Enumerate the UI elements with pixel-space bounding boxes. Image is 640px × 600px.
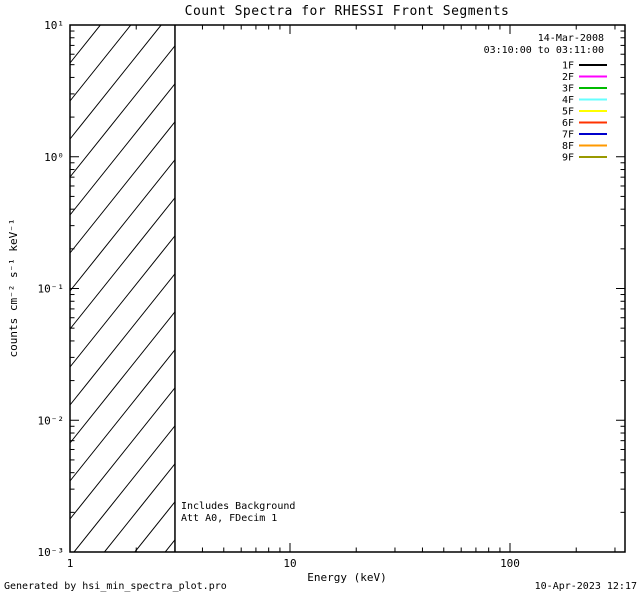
- x-tick-label: 100: [500, 557, 520, 570]
- legend-time-range: 03:10:00 to 03:11:00: [484, 45, 604, 56]
- hatch-line: [70, 121, 175, 254]
- hatch-line: [70, 25, 162, 140]
- legend-entry-label: 8F: [562, 141, 574, 152]
- y-tick-label: 10¹: [44, 19, 64, 32]
- y-tick-label: 10⁻³: [38, 546, 65, 559]
- legend-entry-label: 9F: [562, 153, 574, 164]
- y-tick-label: 10⁰: [44, 151, 64, 164]
- x-axis-label: Energy (keV): [307, 571, 386, 584]
- legend-entry-label: 2F: [562, 72, 574, 83]
- hatch-line: [70, 25, 71, 26]
- hatch-line: [70, 311, 175, 444]
- hatch-line: [70, 197, 175, 330]
- y-axis-label: counts cm⁻² s⁻¹ keV⁻¹: [7, 218, 20, 357]
- plot-title: Count Spectra for RHESSI Front Segments: [185, 4, 510, 19]
- hatch-line: [70, 273, 175, 406]
- footer-timestamp: 10-Apr-2023 12:17: [535, 581, 637, 592]
- legend-entry-label: 7F: [562, 130, 574, 141]
- hatch-line: [70, 235, 175, 368]
- plot-frame: [69, 24, 626, 553]
- annotation-includes-background: Includes Background: [181, 501, 295, 512]
- hatch-line: [70, 349, 175, 482]
- x-tick-label: 10: [283, 557, 296, 570]
- legend-entry-label: 3F: [562, 84, 574, 95]
- hatch-line: [73, 425, 175, 552]
- legend-entry-label: 4F: [562, 95, 574, 106]
- tick-marks: [69, 24, 625, 553]
- hatch-line: [70, 45, 175, 178]
- hatch-line: [70, 387, 175, 520]
- annotation-attenuator-state: Att A0, FDecim 1: [181, 513, 277, 524]
- hatch-line: [134, 501, 175, 552]
- hatch-line: [103, 463, 175, 552]
- y-tick-label: 10⁻²: [38, 414, 65, 427]
- legend-entry-label: 1F: [562, 61, 574, 72]
- hatch-line: [70, 25, 132, 102]
- footer-generator: Generated by hsi_min_spectra_plot.pro: [4, 581, 227, 592]
- hatch-line: [70, 83, 175, 216]
- legend-entry-label: 6F: [562, 118, 574, 129]
- hatched-region: [70, 25, 176, 552]
- x-tick-label: 1: [67, 557, 74, 570]
- y-tick-label: 10⁻¹: [38, 283, 65, 296]
- legend-entry-label: 5F: [562, 107, 574, 118]
- hatch-line: [70, 25, 102, 64]
- legend-date: 14-Mar-2008: [538, 33, 604, 44]
- hatch-lines: [70, 25, 175, 552]
- hatch-line: [70, 159, 175, 292]
